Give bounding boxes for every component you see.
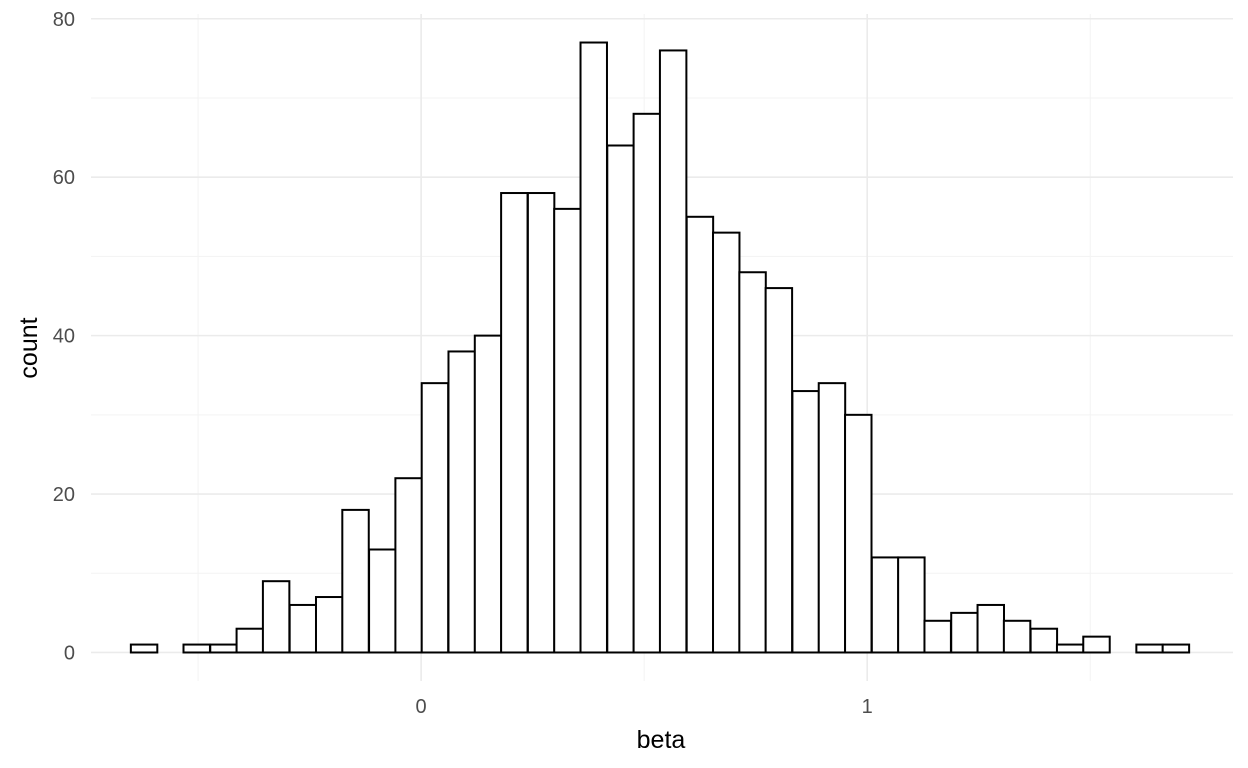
y-axis-title: count [15,317,43,378]
histogram-bar [791,390,820,654]
histogram-bar [632,112,662,654]
histogram-bar [712,231,741,654]
histogram-bar [288,603,318,654]
histogram-bar [579,41,608,654]
histogram-bar [976,603,1005,654]
histogram-bar [261,580,291,654]
histogram-bar [368,548,397,654]
histogram-bar [1002,619,1032,654]
histogram-bar [685,215,715,654]
histogram-bar [500,192,529,654]
histogram-bar [923,619,952,654]
histogram-bar [341,508,370,654]
histogram-bar [1082,635,1111,654]
y-tick-label: 0 [64,642,75,664]
histogram-bar [553,207,582,654]
histogram-bar [235,627,265,654]
histogram-bar [394,477,423,654]
x-axis-title: beta [637,726,686,754]
histogram-bar [870,556,900,654]
histogram-bar [182,643,211,654]
histogram-bar [950,611,979,654]
histogram-bar [526,192,556,654]
histogram-bar [1029,627,1059,654]
histogram-bar [817,382,847,654]
histogram-bar [738,271,767,654]
histogram-bar [314,596,344,654]
histogram-bar [764,287,794,654]
histogram-bar [658,49,688,654]
histogram-bar [420,382,450,654]
x-tick-label: 0 [416,696,427,718]
histogram-bar [473,334,503,654]
histogram-bar [897,556,926,654]
histogram-bar [606,144,635,654]
histogram-bar [129,643,159,654]
y-tick-label: 80 [53,9,75,31]
y-tick-label: 60 [53,167,75,189]
y-tick-label: 40 [53,326,75,348]
y-axis-tick-labels: 0 20 40 60 80 [53,9,75,665]
x-tick-label: 1 [862,696,873,718]
histogram-bar [209,643,238,654]
histogram-bar [1055,643,1085,654]
y-tick-label: 20 [53,484,75,506]
histogram-bar [447,350,476,654]
histogram-bar [1135,643,1164,654]
histogram-bar [1161,643,1191,654]
histogram-bars [129,41,1191,654]
histogram-bar [844,413,873,654]
